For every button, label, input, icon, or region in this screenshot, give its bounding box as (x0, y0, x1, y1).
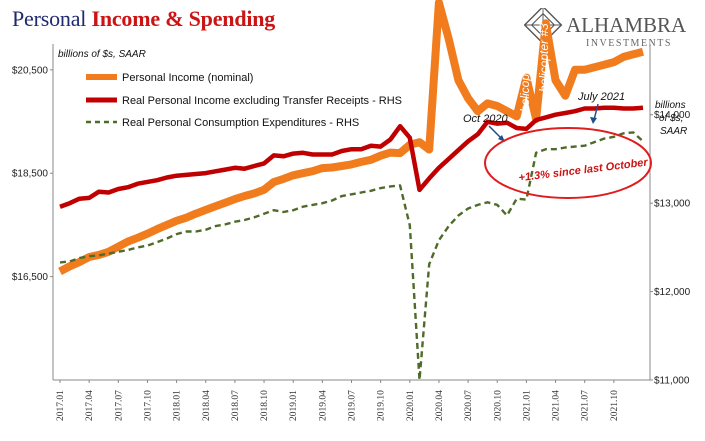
x-tick-label: 2018.07 (231, 390, 241, 421)
x-tick-label: 2017.10 (143, 390, 153, 421)
right-unit-line-2: of $s, (659, 113, 683, 124)
legend: Personal Income (nominal) Real Personal … (86, 72, 402, 129)
left-tick-label: $20,500 (12, 65, 49, 76)
x-tick-label: 2018.01 (173, 390, 183, 421)
arrow-july-2021 (593, 103, 599, 121)
annotation-helicopter-1: helicopter #1 (437, 81, 451, 150)
annotation-helicopter-2: helicopter #2 (518, 43, 532, 112)
x-tick-label: 2017.04 (85, 390, 95, 421)
right-tick-label: $14,000 (654, 110, 691, 121)
legend-label-personal-income: Personal Income (nominal) (122, 72, 253, 84)
page-title: Personal Income & Spending (12, 6, 275, 32)
x-tick-label: 2019.07 (348, 390, 358, 421)
x-tick-label: 2020.04 (435, 390, 445, 421)
right-unit-line-3: SAAR (660, 126, 687, 137)
series-line-real-pce (59, 131, 644, 382)
alhambra-logo: ALHAMBRA INVESTMENTS (524, 8, 687, 49)
left-tick-label: $16,500 (12, 272, 49, 283)
right-unit-line-1: billions (655, 100, 686, 111)
logo-sub: INVESTMENTS (586, 38, 672, 49)
x-tick-label: 2021.07 (581, 390, 591, 421)
x-tick-label: 2021.01 (522, 390, 532, 421)
series-line-real-income (59, 105, 644, 209)
x-tick-label: 2021.04 (552, 390, 562, 421)
highlight-ellipse (484, 127, 652, 199)
x-tick-label: 2017.01 (56, 390, 66, 421)
logo-name: ALHAMBRA (566, 13, 687, 37)
x-tick-label: 2018.04 (202, 390, 212, 421)
left-axis: $16,500 $18,500 $20,500 (12, 65, 53, 283)
x-tick-label: 2017.07 (114, 390, 124, 421)
title-part-1: Personal (12, 6, 92, 31)
right-tick-label: $12,000 (654, 287, 691, 298)
x-tick-label: 2021.10 (610, 390, 620, 421)
title-part-2: Income & Spending (91, 6, 276, 31)
x-tick-label: 2019.01 (289, 390, 299, 421)
left-tick-label: $18,500 (12, 169, 49, 180)
right-axis: $11,000 $12,000 $13,000 $14,000 (650, 110, 691, 387)
legend-label-real-income: Real Personal Income excluding Transfer … (122, 95, 402, 107)
right-tick-label: $13,000 (654, 199, 691, 210)
annotation-july-2021: July 2021 (577, 91, 625, 103)
x-tick-label: 2018.10 (260, 390, 270, 421)
x-tick-label: 2019.04 (318, 390, 328, 421)
right-tick-label: $11,000 (654, 376, 690, 387)
legend-label-real-pce: Real Personal Consumption Expenditures -… (122, 117, 359, 129)
annotation-since-october: +1.3% since last October (518, 156, 649, 184)
annotation-helicopter-3: helicopter #3 (537, 23, 551, 92)
series-line-personal-income (58, 0, 644, 275)
left-unit-label: billions of $s, SAAR (58, 49, 146, 60)
arrowhead-july-2021 (590, 117, 597, 124)
x-tick-label: 2020.10 (493, 390, 503, 421)
series-layer (58, 0, 644, 382)
x-tick-label: 2019.10 (377, 390, 387, 421)
x-tick-label: 2020.07 (464, 390, 474, 421)
x-tick-label: 2020.01 (406, 390, 416, 421)
x-axis: 2017.01 2017.04 2017.07 2017.10 2018.01 2018.… (56, 380, 620, 421)
annotation-oct-2020: Oct 2020 (463, 113, 509, 125)
